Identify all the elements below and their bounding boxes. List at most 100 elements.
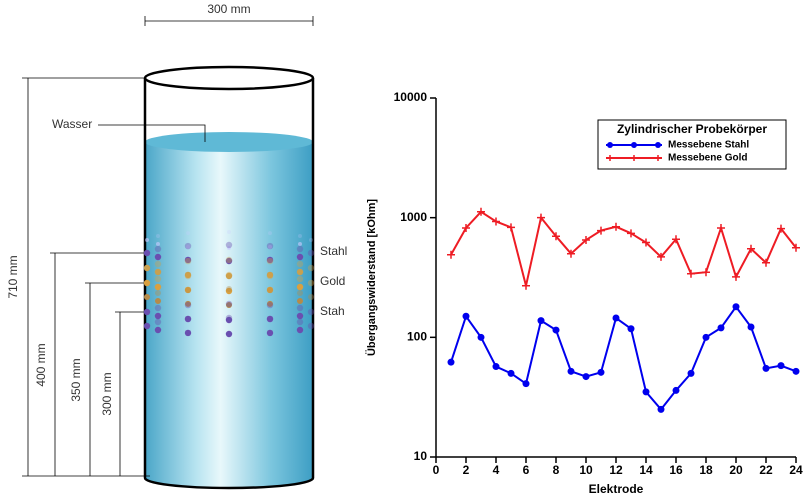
legend-marker: [607, 142, 613, 148]
electrode-dot: [184, 315, 192, 323]
electrode-dot: [225, 287, 233, 295]
height-label: 300 mm: [100, 372, 114, 415]
electrode-dot: [154, 318, 162, 326]
electrode-dot: [225, 241, 233, 249]
electrode-dot: [297, 298, 304, 304]
point: [567, 249, 575, 258]
point: [492, 363, 500, 371]
electrode-dot: [267, 300, 273, 307]
point: [462, 312, 470, 320]
point: [552, 326, 560, 334]
electrode-dot: [266, 272, 274, 280]
point: [717, 324, 725, 332]
electrode-dot: [298, 242, 303, 246]
point: [657, 405, 665, 413]
point: [657, 252, 665, 261]
electrode-dot: [227, 246, 231, 250]
electrode-dot: [307, 249, 315, 257]
x-tick-label: 20: [729, 463, 743, 477]
legend-marker: [631, 155, 637, 161]
electrode-dot: [154, 275, 162, 283]
cylinder-wall: [143, 78, 315, 490]
cylinder-top: [143, 65, 315, 91]
electrode-dot: [296, 304, 304, 312]
electrode-dot: [296, 260, 304, 268]
point: [672, 235, 680, 244]
ring-label: Stah: [320, 304, 345, 318]
electrode-dot: [225, 256, 233, 264]
height-label: 710 mm: [6, 255, 20, 298]
legend-marker: [631, 142, 637, 148]
electrode-dot: [184, 315, 192, 323]
electrode-dot: [266, 242, 274, 250]
electrode-dot: [154, 283, 162, 291]
electrode-dot: [154, 312, 162, 320]
electrode-dot: [184, 242, 192, 250]
point: [762, 364, 770, 372]
x-tick-label: 22: [759, 463, 773, 477]
electrode-dot: [225, 316, 233, 324]
electrode-dot: [225, 330, 233, 338]
electrode-dot: [155, 242, 160, 246]
point: [462, 223, 470, 232]
point: [597, 368, 605, 376]
electrode-dot: [185, 300, 191, 307]
electrode-dot: [225, 314, 233, 322]
point: [642, 238, 650, 247]
point: [582, 236, 590, 245]
electrode-dot: [266, 257, 274, 265]
electrode-dot: [296, 283, 304, 291]
point: [702, 333, 710, 341]
electrode-dot: [297, 290, 304, 296]
x-tick-label: 2: [463, 463, 470, 477]
electrode-dot: [296, 245, 304, 253]
point: [522, 380, 530, 388]
point: [522, 281, 530, 290]
electrode-dot: [154, 245, 162, 253]
electrode-dot: [307, 308, 315, 316]
electrode-dot: [225, 257, 233, 265]
electrode-dot: [154, 304, 162, 312]
x-tick-label: 0: [433, 463, 440, 477]
electrode-dot: [184, 257, 192, 265]
electrode-dot: [143, 249, 151, 257]
electrode-dot: [184, 329, 192, 337]
point: [447, 250, 455, 259]
point: [507, 223, 515, 232]
legend-label: Messebene Stahl: [668, 140, 749, 151]
electrode-dot: [143, 308, 151, 316]
electrode-dot: [307, 279, 315, 287]
electrode-dot: [296, 275, 304, 283]
series-line: [450, 210, 797, 286]
point: [612, 222, 620, 231]
x-tick-label: 4: [493, 463, 500, 477]
electrode-dot: [154, 260, 162, 268]
point: [597, 226, 605, 235]
point: [492, 217, 500, 226]
x-tick-label: 12: [609, 463, 623, 477]
point: [717, 223, 725, 232]
electrode-dot: [266, 301, 274, 309]
point: [777, 224, 785, 233]
electrode-dot: [184, 271, 192, 279]
height-label: 350 mm: [69, 358, 83, 401]
electrode-dot: [185, 287, 191, 294]
y-tick-label: 10: [414, 449, 428, 463]
electrode-dot: [143, 264, 151, 272]
electrode-dot: [266, 286, 274, 294]
electrode-dot: [184, 301, 192, 309]
electrode-dot: [143, 322, 151, 330]
electrode-dot: [266, 271, 274, 279]
x-tick-label: 8: [553, 463, 560, 477]
point: [702, 268, 710, 277]
point: [747, 323, 755, 331]
electrode-dot: [296, 318, 304, 326]
electrode-dot: [296, 326, 304, 334]
water-label: Wasser: [52, 117, 92, 131]
electrode-dot: [298, 234, 303, 238]
electrode-dot: [154, 268, 162, 276]
legend-title: Zylindrischer Probekörper: [617, 122, 767, 136]
electrode-dot: [154, 290, 161, 296]
